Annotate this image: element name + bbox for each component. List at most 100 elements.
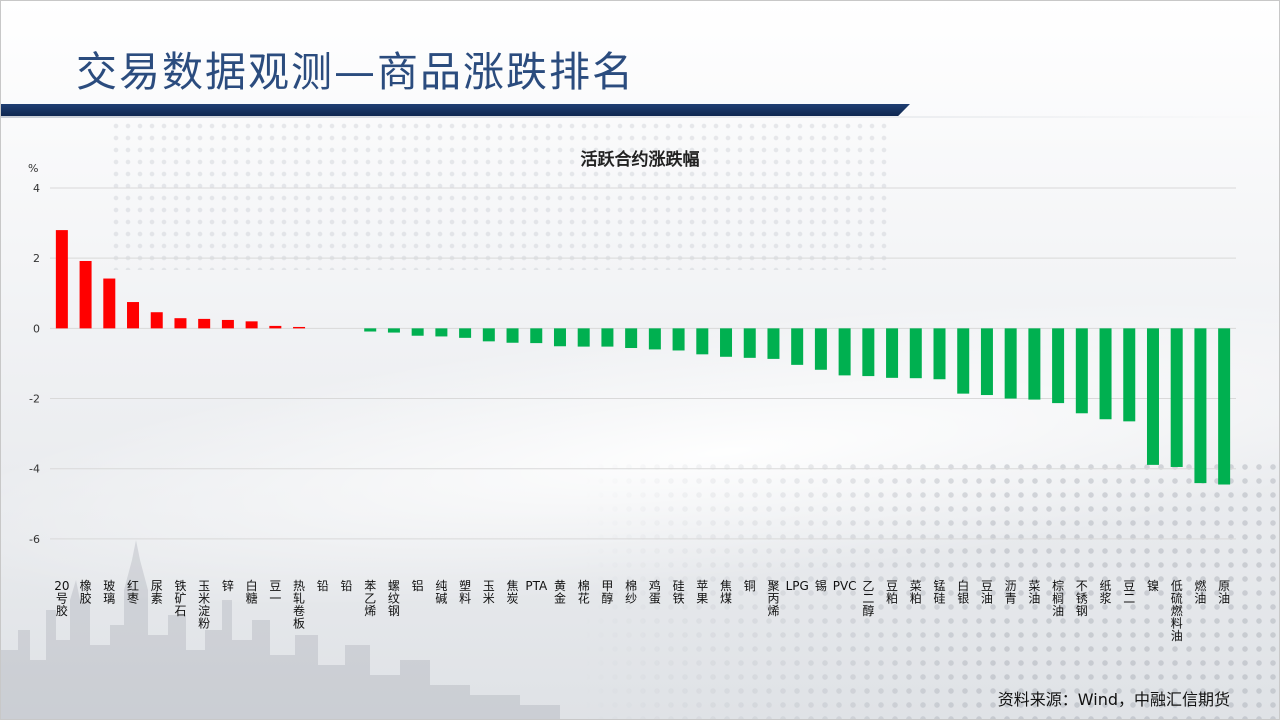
title-underline-bar — [0, 104, 910, 116]
bar-47 — [1170, 328, 1183, 467]
x-tick-label: 锡 — [815, 578, 827, 593]
bar-26 — [672, 328, 685, 351]
x-tick-label: 棕榈油 — [1052, 578, 1064, 618]
bar-38 — [957, 328, 970, 394]
city-skyline-decoration — [0, 540, 560, 720]
bar-20 — [530, 328, 543, 344]
bar-16 — [435, 328, 448, 337]
x-tick-label: 鸡蛋 — [649, 578, 661, 606]
x-tick-label: 豆油 — [981, 579, 993, 606]
bar-29 — [743, 328, 756, 358]
x-tick-label: 豆粕 — [886, 579, 898, 606]
bar-43 — [1075, 328, 1088, 414]
bar-5 — [174, 318, 187, 329]
x-tick-label: 乙二醇 — [862, 579, 874, 618]
x-tick-label: 棉纱 — [625, 579, 637, 606]
y-tick-label: -6 — [29, 533, 40, 546]
bar-32 — [814, 328, 827, 370]
bar-33 — [838, 328, 851, 376]
bar-37 — [933, 328, 946, 380]
bar-1 — [79, 260, 92, 329]
x-tick-label: 豆二 — [1123, 579, 1135, 606]
bar-10 — [293, 326, 306, 329]
x-tick-label: 铜 — [744, 578, 756, 593]
x-tick-label: 铁矿石 — [174, 579, 186, 618]
x-tick-label: 热轧卷板 — [293, 579, 305, 631]
chart-title: 活跃合约涨跌幅 — [580, 150, 700, 170]
bar-40 — [1004, 328, 1017, 399]
x-tick-label: 纯碱 — [435, 579, 447, 606]
x-tick-label: 红枣 — [127, 578, 139, 606]
bar-30 — [767, 328, 780, 359]
x-tick-label: 沥青 — [1005, 579, 1017, 606]
bar-24 — [625, 328, 638, 349]
bar-36 — [909, 328, 922, 379]
x-tick-label: 塑料 — [459, 578, 471, 606]
bar-6 — [198, 318, 211, 329]
bar-45 — [1123, 328, 1136, 422]
bar-2 — [103, 278, 116, 329]
x-tick-label: 聚丙烯 — [767, 579, 779, 618]
x-tick-label: 燃油 — [1194, 578, 1206, 606]
bar-31 — [791, 328, 804, 365]
x-tick-label: 焦炭 — [507, 579, 519, 606]
bar-9 — [269, 325, 282, 329]
x-tick-label: 苹果 — [696, 579, 708, 606]
x-tick-label: 玉米淀粉 — [198, 579, 210, 631]
x-tick-label: 铅 — [317, 579, 329, 593]
x-tick-label: 玉米 — [483, 579, 495, 606]
x-tick-label: 菜油 — [1028, 579, 1040, 606]
x-tick-label: PTA — [525, 579, 548, 593]
x-tick-label: 黄金 — [554, 579, 566, 606]
bar-14 — [387, 328, 400, 333]
bar-17 — [459, 328, 472, 338]
bar-42 — [1052, 328, 1065, 404]
x-tick-label: 低硫燃料油 — [1171, 579, 1183, 643]
x-tick-label: 豆一 — [269, 579, 281, 606]
bar-39 — [980, 328, 993, 396]
y-axis-unit-label: % — [28, 162, 39, 175]
bar-23 — [601, 328, 614, 347]
bar-28 — [720, 328, 733, 357]
x-tick-label: 20 号胶 — [54, 579, 69, 618]
bar-41 — [1028, 328, 1041, 400]
y-tick-label: -4 — [29, 463, 40, 476]
x-tick-label: 焦煤 — [720, 579, 732, 606]
x-tick-label: 锌 — [222, 579, 234, 593]
x-tick-label: 玻璃 — [103, 579, 115, 606]
x-tick-label: 棉花 — [578, 579, 590, 606]
x-tick-label: LPG — [786, 579, 809, 593]
bar-7 — [221, 319, 234, 329]
x-tick-label: 铅 — [340, 579, 352, 593]
x-tick-label: 甲醇 — [601, 579, 613, 606]
x-tick-label: 纸浆 — [1100, 579, 1112, 606]
x-tick-label: 硅铁 — [673, 579, 685, 606]
bar-15 — [411, 328, 424, 336]
x-tick-label: 锰硅 — [933, 578, 945, 606]
bar-35 — [886, 328, 899, 378]
x-tick-label: 白银 — [957, 578, 969, 606]
bar-49 — [1218, 328, 1231, 485]
source-note: 资料来源：Wind，中融汇信期货 — [997, 690, 1230, 709]
bar-48 — [1194, 328, 1207, 484]
bar-18 — [482, 328, 495, 342]
x-tick-label: 螺纹钢 — [388, 579, 400, 618]
x-tick-label: PVC — [833, 579, 857, 593]
hexagon-dots-decoration — [580, 460, 1280, 720]
title-divider-line — [0, 116, 1280, 118]
bar-8 — [245, 321, 258, 329]
bar-0 — [55, 230, 68, 329]
x-tick-label: 菜粕 — [910, 579, 922, 606]
bar-44 — [1099, 328, 1112, 420]
bar-13 — [364, 328, 377, 332]
bar-21 — [553, 328, 566, 347]
bar-27 — [696, 328, 709, 355]
bar-25 — [648, 328, 661, 350]
bar-3 — [127, 302, 140, 329]
y-tick-label: -2 — [29, 393, 40, 406]
x-tick-label: 苯乙烯 — [364, 579, 376, 618]
y-tick-label: 4 — [33, 182, 40, 195]
y-tick-label: 0 — [33, 322, 40, 335]
x-tick-label: 镍 — [1147, 579, 1159, 593]
